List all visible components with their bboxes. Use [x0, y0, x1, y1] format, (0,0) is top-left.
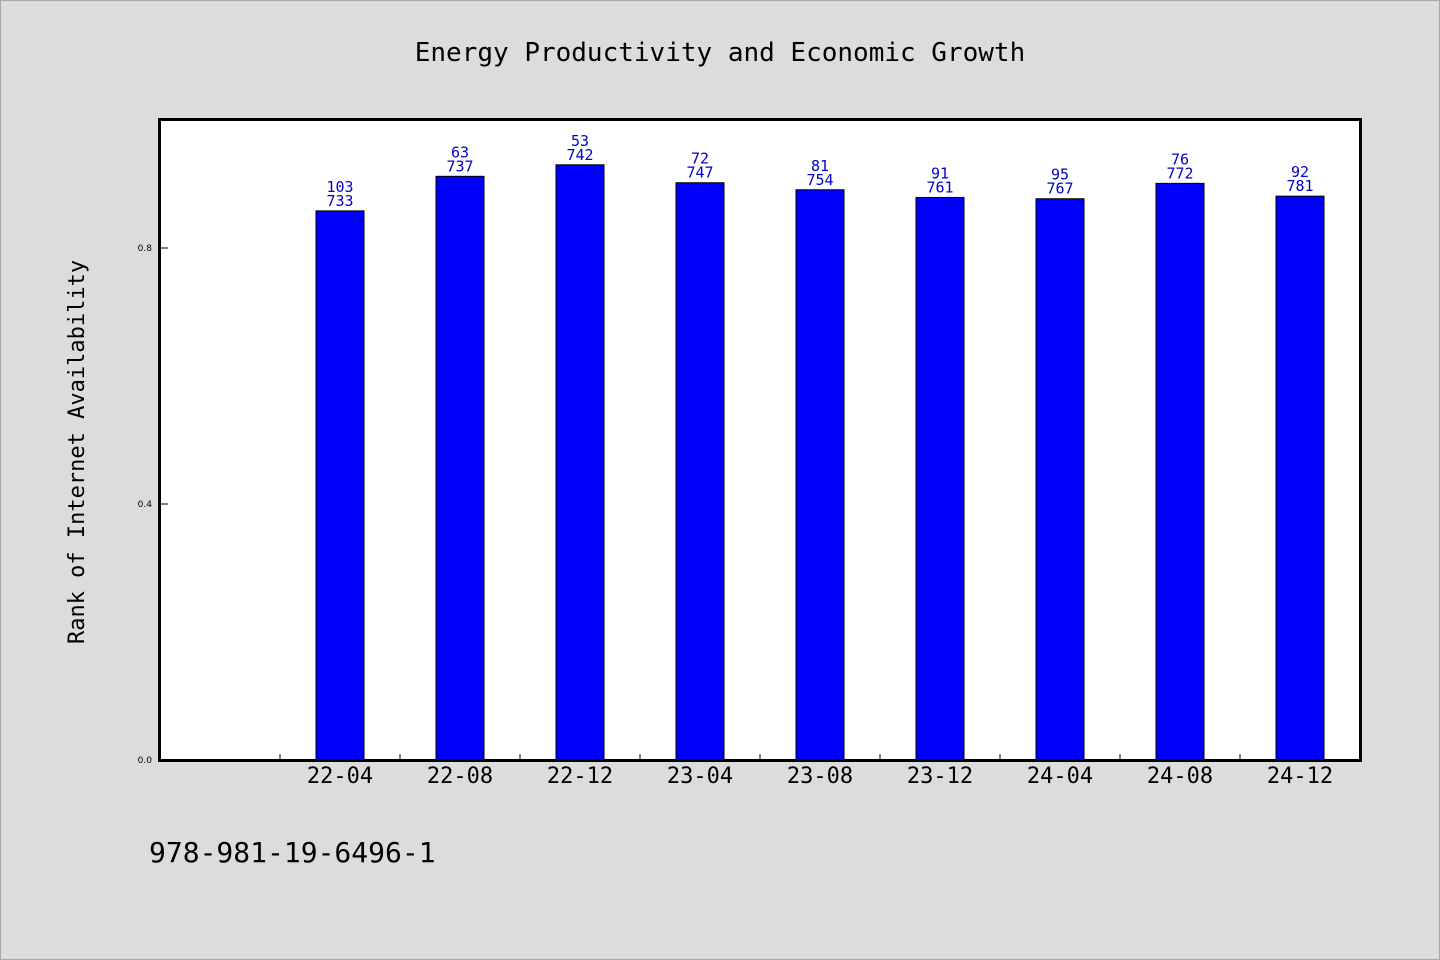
x-tick-label: 22-08 — [427, 764, 493, 789]
bar-22-08 — [435, 175, 485, 761]
x-tick-label: 22-04 — [307, 764, 373, 789]
y-tick-label: 0.8 — [138, 244, 153, 254]
y-tick-label: 0.4 — [138, 500, 153, 510]
data-label-top: 76 — [1171, 150, 1189, 168]
data-label-top: 103 — [326, 178, 353, 196]
isbn-text: 978-981-19-6496-1 — [149, 836, 436, 869]
data-label-bottom: 733 — [326, 192, 353, 210]
x-tick-label: 24-04 — [1027, 764, 1093, 789]
data-label-bottom: 747 — [686, 164, 713, 182]
y-axis: 0.0 0.4 0.8 — [138, 244, 168, 766]
data-label-bottom: 754 — [806, 171, 833, 189]
bar-23-12 — [915, 196, 965, 761]
x-tick-label: 22-12 — [547, 764, 613, 789]
bars-layer — [315, 164, 1325, 761]
data-label-top: 92 — [1291, 163, 1309, 181]
bar-23-08 — [795, 189, 845, 761]
x-tick-label: 23-08 — [787, 764, 853, 789]
data-label-bottom: 761 — [926, 178, 953, 196]
data-label-top: 91 — [931, 164, 949, 182]
data-label-top: 63 — [451, 143, 469, 161]
data-label-bottom: 737 — [446, 157, 473, 175]
y-axis-label: Rank of Internet Availability — [65, 260, 90, 644]
bar-24-12 — [1275, 195, 1325, 761]
data-label-bottom: 767 — [1046, 180, 1073, 198]
data-label-top: 81 — [811, 157, 829, 175]
data-label-top: 95 — [1051, 166, 1069, 184]
bar-23-04 — [675, 182, 725, 761]
data-label-bottom: 742 — [566, 146, 593, 164]
x-tick-label: 24-12 — [1267, 764, 1333, 789]
bar-22-04 — [315, 210, 365, 761]
y-tick-label: 0.0 — [138, 756, 153, 766]
data-label-bottom: 781 — [1286, 177, 1313, 195]
bar-22-12 — [555, 164, 605, 761]
bar-24-04 — [1035, 198, 1085, 761]
bar-24-08 — [1155, 182, 1205, 761]
x-tick-label: 24-08 — [1147, 764, 1213, 789]
data-label-top: 72 — [691, 150, 709, 168]
x-axis: 22-04 22-08 22-12 23-04 23-08 23-12 24-04 24-08… — [279, 754, 1333, 789]
data-label-bottom: 772 — [1166, 164, 1193, 182]
x-tick-label: 23-12 — [907, 764, 973, 789]
data-label-top: 53 — [571, 132, 589, 150]
x-tick-label: 23-04 — [667, 764, 733, 789]
chart-title: Energy Productivity and Economic Growth — [415, 38, 1025, 68]
